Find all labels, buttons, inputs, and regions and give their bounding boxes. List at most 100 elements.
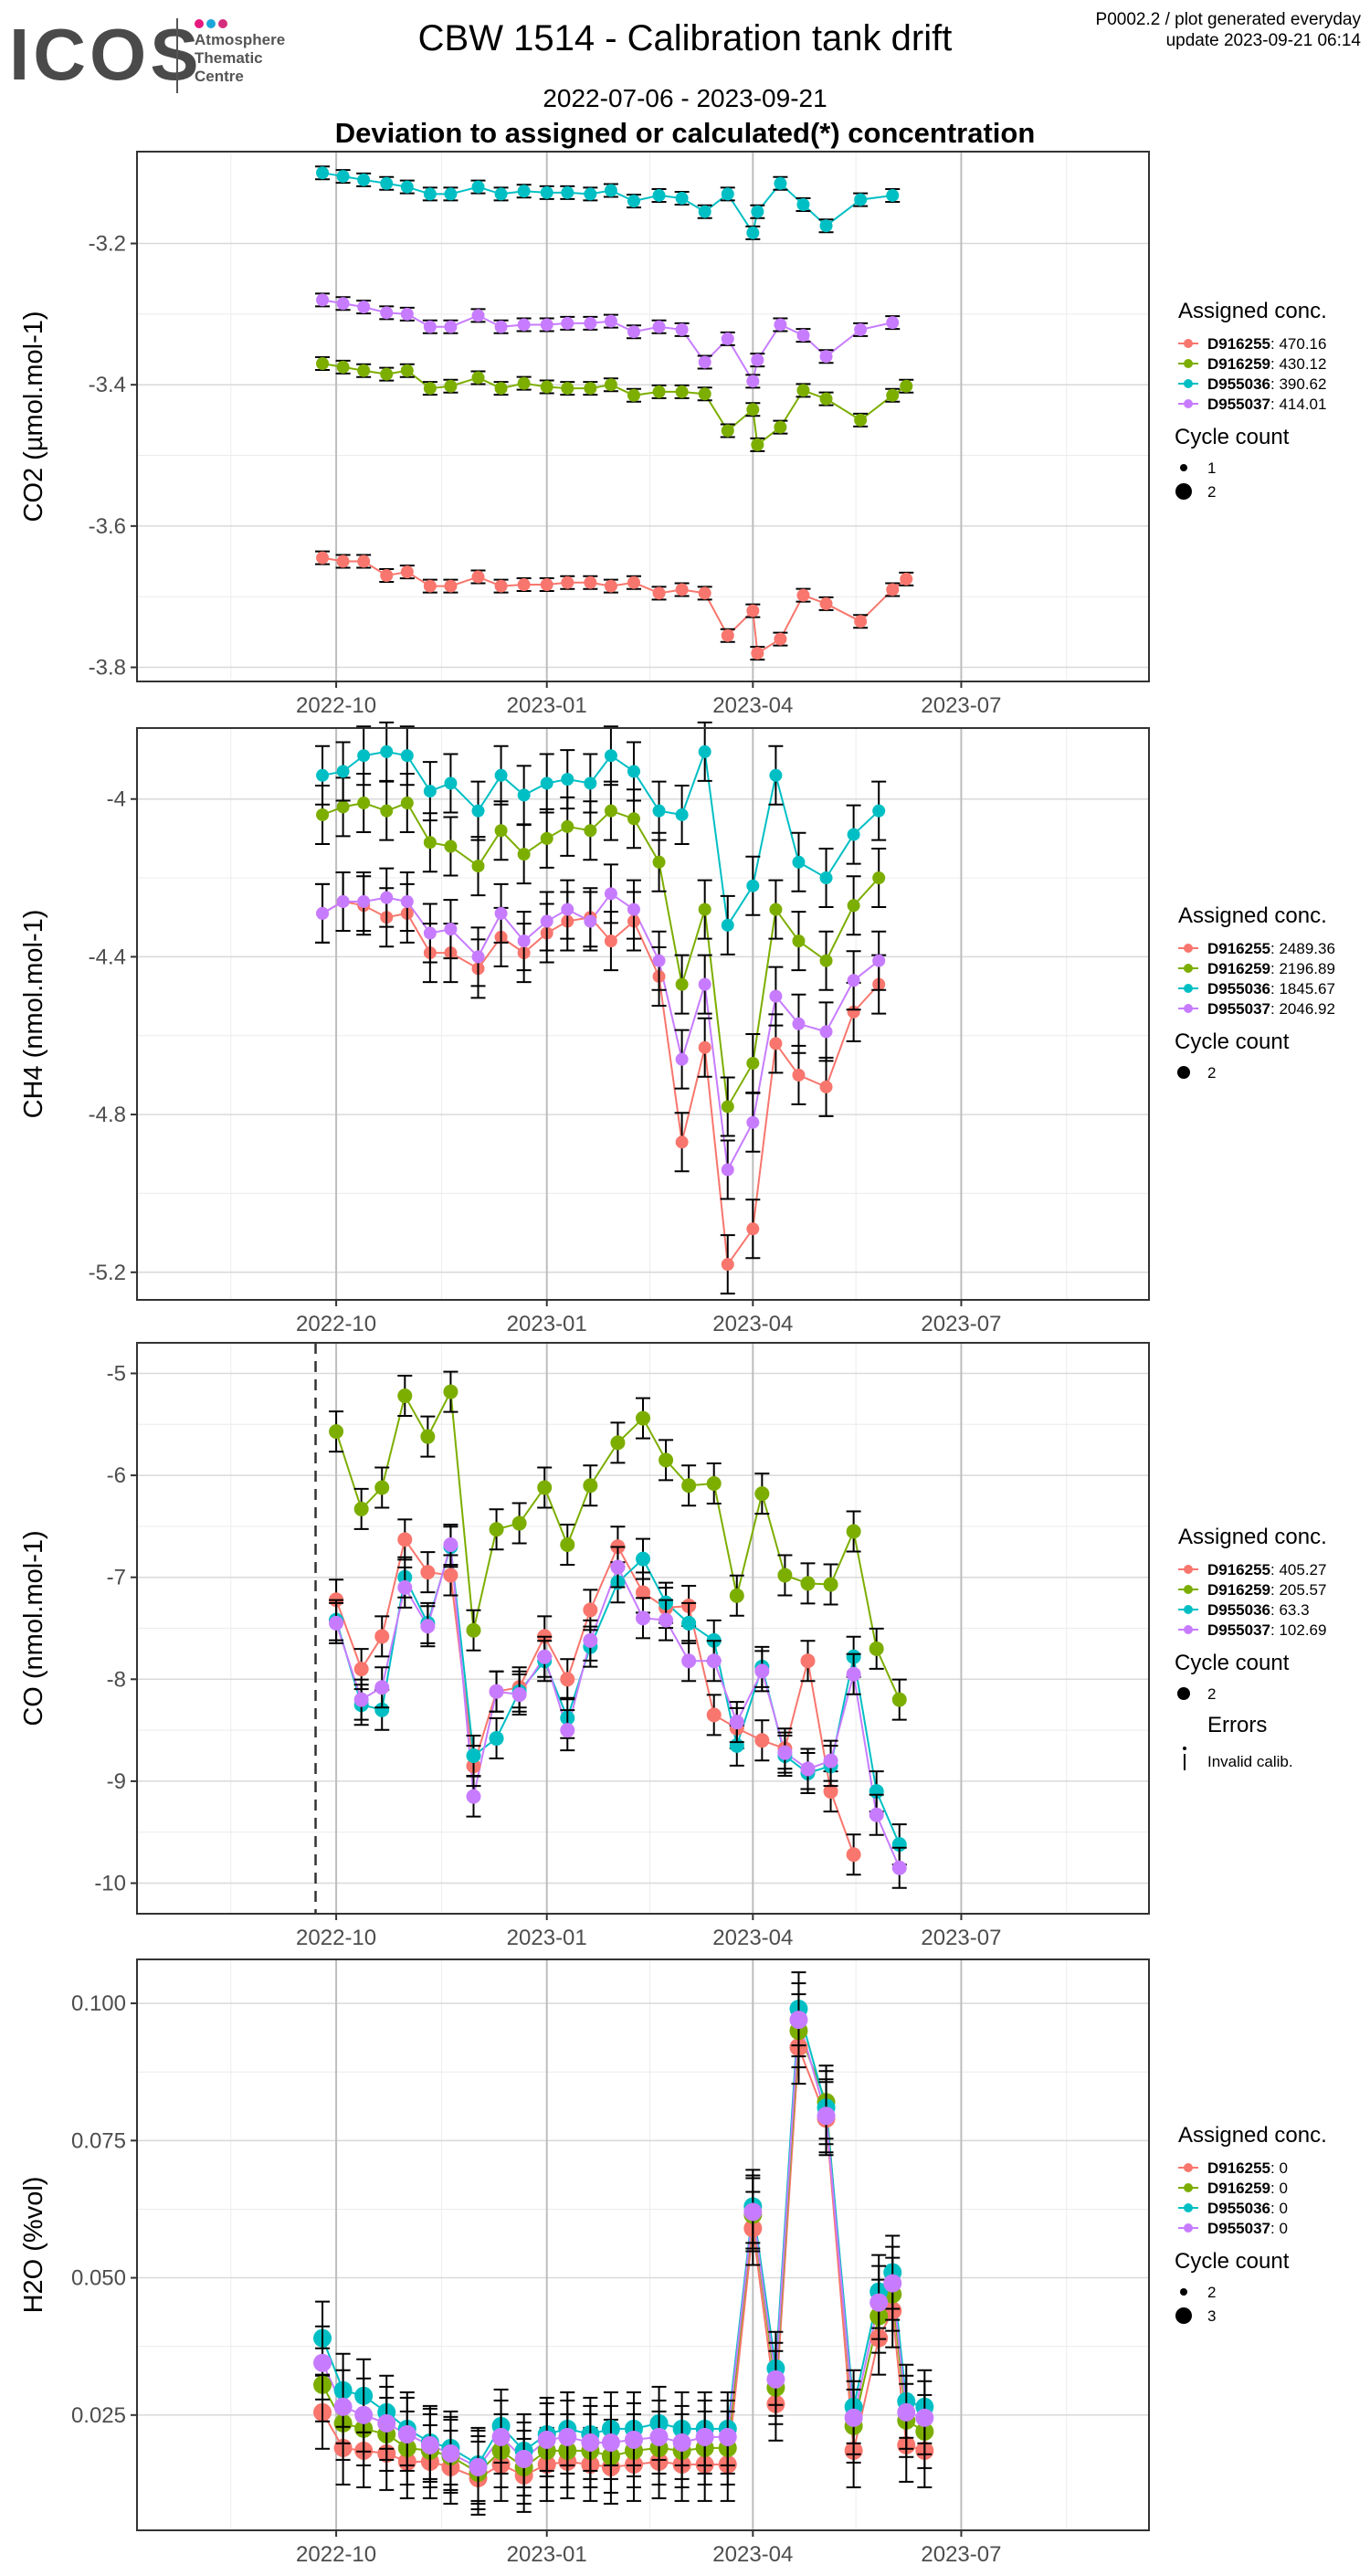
data-point-D916259 xyxy=(423,836,437,850)
data-point-D916255 xyxy=(380,569,394,582)
data-point-D916259 xyxy=(561,819,574,833)
legend-value: : 405.27 xyxy=(1270,1561,1326,1578)
data-point-D916255 xyxy=(900,572,913,586)
data-point-D955037 xyxy=(883,2274,902,2293)
data-point-D955036 xyxy=(561,185,574,199)
legend-cycle-key xyxy=(1177,1066,1190,1079)
chart-subtitle: Deviation to assigned or calculated(*) c… xyxy=(334,117,1036,149)
data-point-D955036 xyxy=(471,180,485,194)
legend-value: : 430.12 xyxy=(1270,355,1326,373)
legend-tank-id: D955036 xyxy=(1207,375,1270,393)
page-title: CBW 1514 - Calibration tank drift xyxy=(417,18,953,58)
x-tick-label: 2023-04 xyxy=(712,1926,793,1950)
data-point-D955037 xyxy=(584,914,597,928)
data-point-D916259 xyxy=(336,800,350,814)
data-point-D955036 xyxy=(561,773,574,787)
data-point-D916255 xyxy=(444,579,458,593)
data-point-D955037 xyxy=(583,1632,598,1648)
data-point-D955036 xyxy=(316,166,330,180)
logo-sub-line-1: Atmosphere xyxy=(195,31,286,48)
legend-cycle-label: 1 xyxy=(1207,459,1216,477)
data-point-D955037 xyxy=(471,309,485,322)
data-point-D955036 xyxy=(627,195,640,208)
legend-tank-id: D955037 xyxy=(1207,1621,1270,1639)
legend-value: : 0 xyxy=(1270,2200,1288,2217)
x-tick-label: 2023-01 xyxy=(507,1926,587,1950)
data-point-D955037 xyxy=(357,301,371,314)
legend-entry: D955037: 102.69 xyxy=(1207,1621,1326,1639)
data-point-D955037 xyxy=(354,2405,374,2424)
data-point-D955037 xyxy=(604,314,617,328)
data-point-D916259 xyxy=(659,1452,674,1468)
plot-info-line-2: update 2023-09-21 06:14 xyxy=(1165,31,1361,50)
data-point-D916259 xyxy=(698,903,711,916)
data-point-D916259 xyxy=(900,379,913,393)
data-point-D955037 xyxy=(652,954,666,967)
y-tick-label: -3.6 xyxy=(89,514,126,539)
data-point-D955037 xyxy=(636,1610,650,1626)
data-point-D916255 xyxy=(698,586,711,600)
legend-cycle-label: 2 xyxy=(1207,483,1216,501)
legend-key-point xyxy=(1184,984,1193,993)
legend-value: : 470.16 xyxy=(1270,335,1326,353)
data-point-D955037 xyxy=(397,2424,416,2444)
data-point-D955037 xyxy=(584,316,597,330)
data-point-D916255 xyxy=(706,1707,722,1723)
data-point-D955036 xyxy=(792,855,806,869)
y-tick-label: 0.050 xyxy=(71,2266,126,2291)
data-point-D916259 xyxy=(357,364,371,377)
data-point-D916255 xyxy=(652,586,666,600)
logo-divider xyxy=(176,18,178,93)
data-point-D955036 xyxy=(627,765,640,778)
data-point-D916259 xyxy=(357,797,371,810)
logo-dot-2 xyxy=(206,19,216,28)
legend-title: Assigned conc. xyxy=(1178,903,1327,928)
data-point-D916255 xyxy=(627,575,640,589)
legend-cycle-title: Cycle count xyxy=(1175,425,1290,449)
y-tick-label: -6 xyxy=(107,1463,126,1488)
data-point-D955037 xyxy=(766,2370,785,2389)
data-point-D916259 xyxy=(698,387,711,401)
legend-tank-id: D916255 xyxy=(1207,1561,1270,1578)
data-point-D916259 xyxy=(420,1429,436,1444)
data-point-D916259 xyxy=(400,364,414,377)
legend-tank-id: D955037 xyxy=(1207,2220,1270,2237)
data-point-D916259 xyxy=(777,1568,793,1583)
data-point-D916259 xyxy=(872,871,886,885)
legend-value: : 2046.92 xyxy=(1270,1000,1335,1018)
legend-cycle-key xyxy=(1177,1687,1190,1700)
data-point-D916259 xyxy=(796,384,810,397)
x-tick-label: 2023-01 xyxy=(507,693,587,718)
legend-tank-id: D916259 xyxy=(1207,1581,1270,1599)
data-point-D916255 xyxy=(540,578,553,592)
legend-tank-id: D955036 xyxy=(1207,1601,1270,1619)
legend-value: : 390.62 xyxy=(1270,375,1326,393)
icos-logo: ICOS Atmosphere Thematic Centre xyxy=(9,11,311,98)
y-tick-label: 0.100 xyxy=(71,1991,126,2016)
legend-tank-id: D916255 xyxy=(1207,940,1270,957)
data-point-D955036 xyxy=(494,187,508,201)
data-point-D955037 xyxy=(844,2408,863,2427)
legend-entry: D955036: 63.3 xyxy=(1207,1601,1310,1619)
data-point-D916255 xyxy=(336,554,350,568)
legend-entry: D955037: 414.01 xyxy=(1207,396,1326,413)
legend-tank-id: D916255 xyxy=(1207,335,1270,353)
data-point-D955037 xyxy=(537,2430,556,2449)
data-point-D955037 xyxy=(397,1579,413,1595)
y-tick-label: -4.8 xyxy=(89,1103,126,1127)
data-point-D916259 xyxy=(721,1100,734,1114)
data-point-D955037 xyxy=(721,332,734,345)
data-point-D955036 xyxy=(336,170,350,184)
data-point-D955037 xyxy=(444,923,458,936)
legend-entry: D916259: 430.12 xyxy=(1207,355,1326,373)
legend-tank-id: D955036 xyxy=(1207,980,1270,998)
legend-entry: D916255: 405.27 xyxy=(1207,1561,1326,1578)
legend-value: : 102.69 xyxy=(1270,1621,1326,1639)
logo-dot-3 xyxy=(218,19,227,28)
data-point-D916255 xyxy=(796,588,810,602)
data-point-D955036 xyxy=(769,768,783,782)
data-point-D916259 xyxy=(380,804,394,818)
legend-cycle-title: Cycle count xyxy=(1175,1029,1290,1054)
x-tick-label: 2022-10 xyxy=(296,1926,376,1950)
y-tick-label: -7 xyxy=(107,1566,126,1590)
